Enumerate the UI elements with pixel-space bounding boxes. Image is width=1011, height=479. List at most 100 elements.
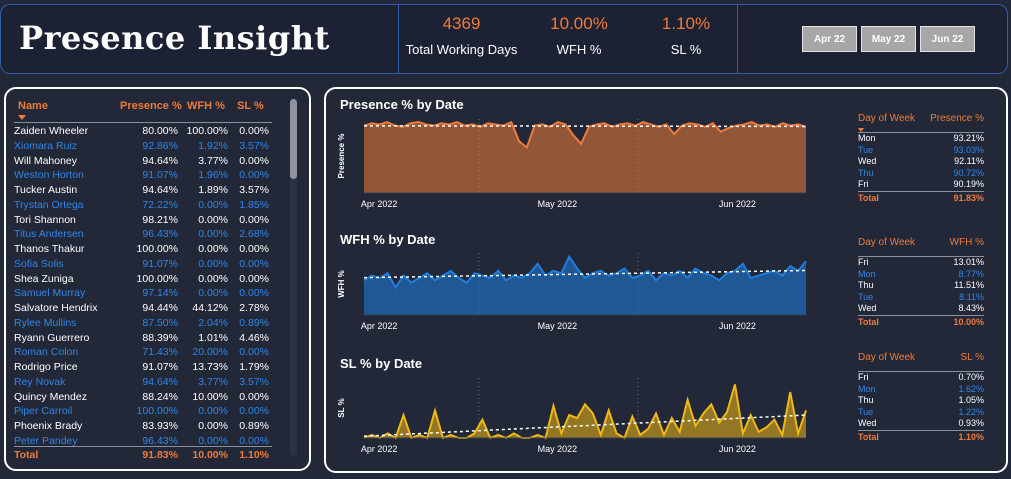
total-wfh: 10.00% <box>192 449 228 461</box>
table-row[interactable]: Salvatore Hendrix 94.44% 44.12% 2.78% <box>14 301 274 316</box>
cell-presence: 94.64% <box>142 184 178 196</box>
cell-name: Salvatore Hendrix <box>14 302 98 314</box>
dow-day: Thu <box>858 280 874 290</box>
dow-row[interactable]: Wed 0.93% <box>856 418 986 430</box>
table-body: Zaiden Wheeler 80.00% 100.00% 0.00% Xiomara … <box>14 124 274 449</box>
wfh-chart-title: WFH % by Date <box>340 232 436 247</box>
dow-row[interactable]: Wed 92.11% <box>856 156 986 168</box>
cell-wfh: 0.00% <box>198 198 228 211</box>
table-row[interactable]: Rylee Mullins 87.50% 2.04% 0.89% <box>14 316 274 331</box>
table-row[interactable]: Trystan Ortega 72.22% 0.00% 1.85% <box>14 198 274 213</box>
table-row[interactable]: Phoenix Brady 83.93% 0.00% 0.89% <box>14 419 274 434</box>
dow-row[interactable]: Thu 11.51% <box>856 280 986 292</box>
dow-header-day[interactable]: Day of Week <box>858 237 916 248</box>
table-row[interactable]: Weston Horton 91.07% 1.96% 0.00% <box>14 168 274 183</box>
cell-name: Weston Horton <box>14 169 84 182</box>
dow-day: Tue <box>858 144 874 155</box>
dow-row[interactable]: Tue 1.22% <box>856 407 986 419</box>
table-row[interactable]: Tucker Austin 94.64% 1.89% 3.57% <box>14 183 274 198</box>
table-scrollbar[interactable] <box>290 99 297 456</box>
column-header-presence[interactable]: Presence % <box>120 100 182 112</box>
table-row[interactable]: Tori Shannon 98.21% 0.00% 0.00% <box>14 213 274 228</box>
cell-wfh: 0.00% <box>198 287 228 300</box>
dow-value: 0.70% <box>958 372 984 382</box>
cell-wfh: 1.96% <box>198 169 228 182</box>
dow-header-day[interactable]: Day of Week <box>858 113 916 124</box>
table-row[interactable]: Sofia Solis 91.07% 0.00% 0.00% <box>14 257 274 272</box>
dow-value: 0.93% <box>958 418 984 428</box>
dow-divider <box>858 371 984 372</box>
cell-presence: 71.43% <box>142 346 178 359</box>
dow-header: Day of Week Presence % <box>856 113 986 128</box>
dow-row[interactable]: Fri 0.70% <box>856 372 986 384</box>
table-row[interactable]: Piper Carroil 100.00% 0.00% 0.00% <box>14 404 274 419</box>
dow-row[interactable]: Fri 13.01% <box>856 257 986 269</box>
cell-presence: 88.39% <box>142 331 178 344</box>
cell-presence: 100.00% <box>136 243 178 255</box>
cell-presence: 94.44% <box>142 302 178 314</box>
dow-row[interactable]: Mon 93.21% <box>856 133 986 145</box>
dow-header-value[interactable]: SL % <box>960 352 984 363</box>
dow-day: Tue <box>858 291 874 302</box>
cell-sl: 2.68% <box>239 228 269 241</box>
cell-name: Tori Shannon <box>14 213 76 226</box>
header-divider <box>14 122 272 123</box>
column-header-name[interactable]: Name <box>18 100 48 112</box>
dow-header-value[interactable]: WFH % <box>949 237 984 248</box>
dow-value: 92.11% <box>954 156 984 166</box>
scrollbar-thumb[interactable] <box>290 99 297 179</box>
dow-row[interactable]: Tue 93.03% <box>856 145 986 157</box>
slicer-jun-22[interactable]: Jun 22 <box>920 26 975 52</box>
dow-value: 1.05% <box>958 395 984 405</box>
dow-header-day[interactable]: Day of Week <box>858 352 916 363</box>
cell-wfh: 0.00% <box>198 228 228 241</box>
cell-presence: 96.43% <box>142 434 178 447</box>
slicer-may-22[interactable]: May 22 <box>861 26 916 52</box>
table-row[interactable]: Peter Pandey 96.43% 0.00% 0.00% <box>14 434 274 449</box>
dow-header: Day of Week WFH % <box>856 237 986 252</box>
table-row[interactable]: Xiomara Ruiz 92.86% 1.92% 3.57% <box>14 139 274 154</box>
dow-row[interactable]: Mon 1.62% <box>856 384 986 396</box>
dow-value: 90.72% <box>953 167 984 178</box>
table-row[interactable]: Thanos Thakur 100.00% 0.00% 0.00% <box>14 242 274 257</box>
cell-name: Sofia Solis <box>14 257 64 270</box>
column-header-wfh[interactable]: WFH % <box>187 100 225 112</box>
cell-presence: 83.93% <box>142 420 178 432</box>
cell-name: Piper Carroil <box>14 405 73 418</box>
y-axis-label: WFH % <box>337 270 346 298</box>
cell-name: Phoenix Brady <box>14 420 83 432</box>
cell-wfh: 3.77% <box>198 154 228 167</box>
cell-presence: 100.00% <box>136 405 178 418</box>
cell-presence: 94.64% <box>142 375 178 388</box>
dow-header-value[interactable]: Presence % <box>930 113 984 124</box>
dow-total-value: 1.10% <box>958 431 984 442</box>
cell-wfh: 13.73% <box>192 361 228 373</box>
presence-area-chart: Apr 2022 May 2022 Jun 2022 Presence % <box>337 119 807 209</box>
dow-row[interactable]: Wed 8.43% <box>856 303 986 315</box>
cell-name: Rodrigo Price <box>14 361 78 373</box>
dow-row[interactable]: Thu 1.05% <box>856 395 986 407</box>
table-row[interactable]: Will Mahoney 94.64% 3.77% 0.00% <box>14 154 274 169</box>
wfh-area-chart: Apr 2022 May 2022 Jun 2022 WFH % <box>337 253 807 331</box>
table-row[interactable]: Titus Andersen 96.43% 0.00% 2.68% <box>14 227 274 242</box>
column-header-sl[interactable]: SL % <box>237 100 264 112</box>
kpi-label: WFH % <box>556 42 602 57</box>
dow-row[interactable]: Mon 8.77% <box>856 269 986 281</box>
table-row[interactable]: Quincy Mendez 88.24% 10.00% 0.00% <box>14 390 274 405</box>
table-row[interactable]: Rodrigo Price 91.07% 13.73% 1.79% <box>14 360 274 375</box>
dow-row[interactable]: Thu 90.72% <box>856 168 986 180</box>
table-row[interactable]: Zaiden Wheeler 80.00% 100.00% 0.00% <box>14 124 274 139</box>
dow-day: Wed <box>858 418 877 428</box>
cell-wfh: 44.12% <box>192 302 228 314</box>
dow-row[interactable]: Fri 90.19% <box>856 179 986 191</box>
table-row[interactable]: Roman Colon 71.43% 20.00% 0.00% <box>14 345 274 360</box>
table-row[interactable]: Samuel Murray 97.14% 0.00% 0.00% <box>14 286 274 301</box>
dow-total-label: Total <box>858 192 879 203</box>
dow-row[interactable]: Tue 8.11% <box>856 292 986 304</box>
sl-dow-table: Day of Week SL % Fri 0.70% Mon 1.62% Thu… <box>856 352 986 443</box>
table-row[interactable]: Ryann Guerrero 88.39% 1.01% 4.46% <box>14 331 274 346</box>
table-row[interactable]: Rey Novak 94.64% 3.77% 3.57% <box>14 375 274 390</box>
slicer-apr-22[interactable]: Apr 22 <box>802 26 857 52</box>
cell-sl: 3.57% <box>239 184 269 196</box>
table-row[interactable]: Shea Zuniga 100.00% 0.00% 0.00% <box>14 272 274 287</box>
